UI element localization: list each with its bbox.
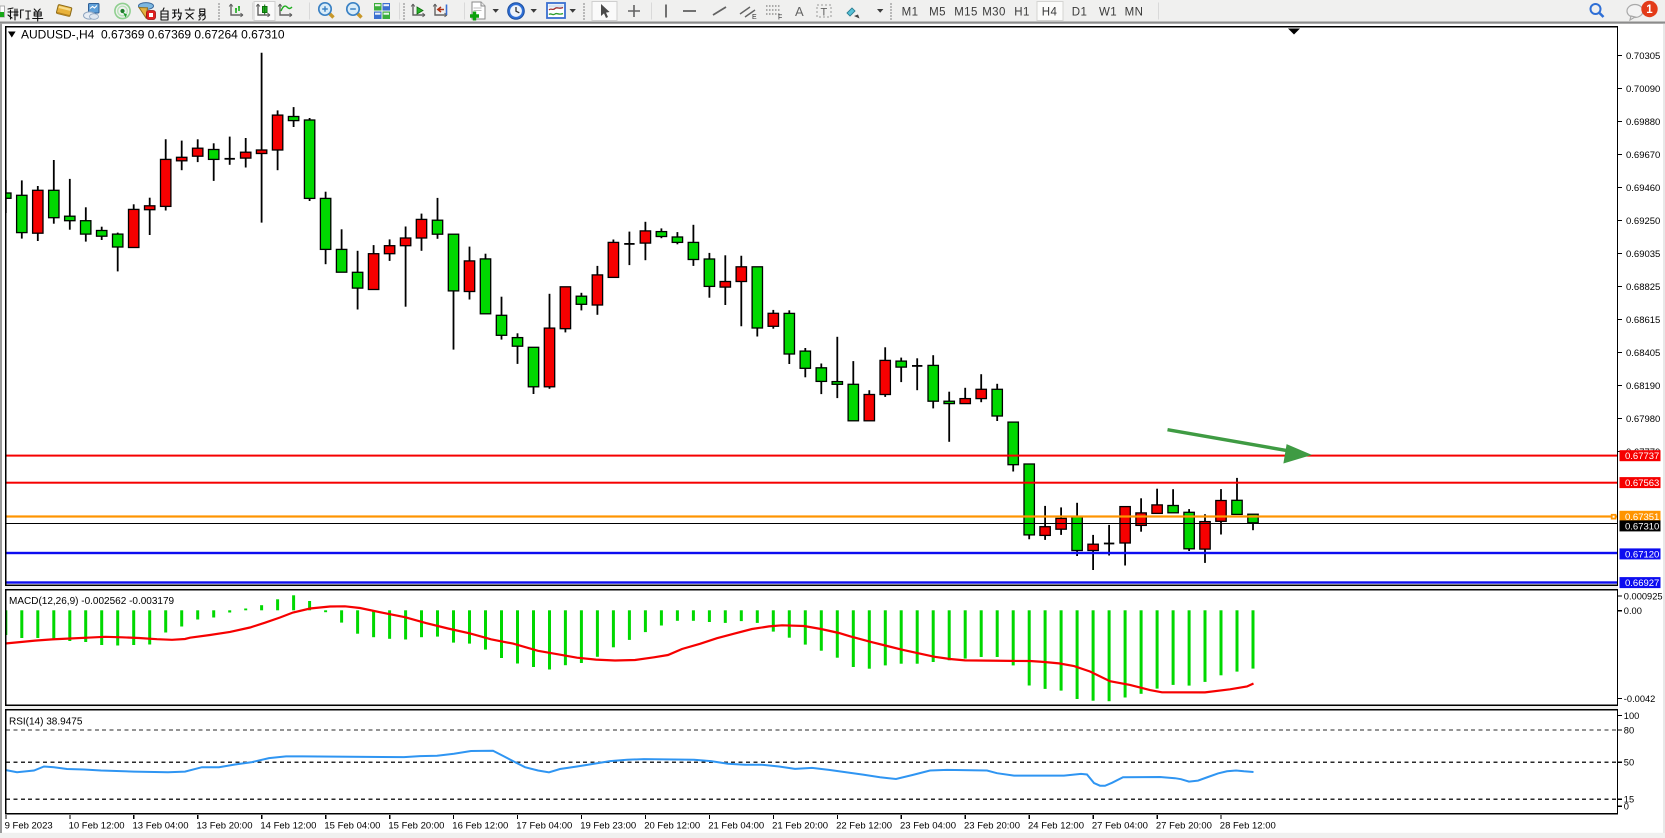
svg-text:0.000925: 0.000925	[1624, 591, 1663, 601]
svg-text:15: 15	[1624, 795, 1634, 805]
svg-text:50: 50	[1624, 758, 1634, 768]
svg-text:15 Feb 04:00: 15 Feb 04:00	[324, 821, 380, 832]
svg-text:22 Feb 12:00: 22 Feb 12:00	[836, 821, 892, 832]
svg-text:1: 1	[1646, 4, 1653, 16]
svg-text:9 Feb 2023: 9 Feb 2023	[5, 821, 53, 832]
svg-text:D1: D1	[1072, 7, 1088, 19]
svg-text:28 Feb 12:00: 28 Feb 12:00	[1220, 821, 1276, 832]
svg-text:E: E	[752, 14, 757, 21]
svg-text:13 Feb 20:00: 13 Feb 20:00	[197, 821, 253, 832]
svg-text:0.70090: 0.70090	[1626, 84, 1660, 95]
svg-text:14 Feb 12:00: 14 Feb 12:00	[260, 821, 316, 832]
svg-text:A: A	[795, 4, 804, 19]
svg-text:10 Feb 12:00: 10 Feb 12:00	[69, 821, 125, 832]
svg-text:0.69250: 0.69250	[1626, 216, 1660, 227]
svg-text:23 Feb 20:00: 23 Feb 20:00	[964, 821, 1020, 832]
svg-text:21 Feb 20:00: 21 Feb 20:00	[772, 821, 828, 832]
svg-text:M15: M15	[954, 7, 978, 19]
svg-text:27 Feb 04:00: 27 Feb 04:00	[1092, 821, 1148, 832]
svg-text:0.00: 0.00	[1624, 606, 1642, 616]
svg-text:0.68825: 0.68825	[1626, 282, 1660, 293]
svg-text:21 Feb 04:00: 21 Feb 04:00	[708, 821, 764, 832]
svg-text:0.70305: 0.70305	[1626, 51, 1660, 62]
svg-text:0.67310: 0.67310	[1625, 521, 1659, 532]
svg-text:19 Feb 23:00: 19 Feb 23:00	[580, 821, 636, 832]
svg-text:MN: MN	[1125, 7, 1144, 19]
svg-text:0.69670: 0.69670	[1626, 150, 1660, 161]
svg-text:M1: M1	[902, 7, 919, 19]
svg-text:27 Feb 20:00: 27 Feb 20:00	[1156, 821, 1212, 832]
svg-text:16 Feb 12:00: 16 Feb 12:00	[452, 821, 508, 832]
svg-text:-0.0042: -0.0042	[1624, 694, 1656, 704]
svg-text:H1: H1	[1014, 7, 1030, 19]
svg-text:H4: H4	[1042, 7, 1058, 19]
svg-text:23 Feb 04:00: 23 Feb 04:00	[900, 821, 956, 832]
svg-text:0.67563: 0.67563	[1625, 478, 1659, 489]
svg-text:0.68405: 0.68405	[1626, 348, 1660, 359]
svg-text:100: 100	[1624, 711, 1640, 721]
svg-text:RSI(14) 38.9475: RSI(14) 38.9475	[9, 717, 83, 728]
svg-text:0.67120: 0.67120	[1625, 549, 1659, 560]
svg-text:0.67351: 0.67351	[1625, 512, 1659, 523]
svg-text:W1: W1	[1099, 7, 1117, 19]
svg-text:M5: M5	[929, 7, 946, 19]
svg-text:80: 80	[1624, 726, 1634, 736]
svg-text:0.67737: 0.67737	[1625, 451, 1659, 462]
svg-text:17 Feb 04:00: 17 Feb 04:00	[516, 821, 572, 832]
svg-text:0: 0	[1624, 802, 1629, 812]
svg-text:0.66927: 0.66927	[1625, 578, 1659, 589]
svg-text:0.69035: 0.69035	[1626, 249, 1660, 260]
svg-text:M30: M30	[982, 7, 1006, 19]
svg-text:0.68615: 0.68615	[1626, 315, 1660, 326]
svg-text:0.67980: 0.67980	[1626, 414, 1660, 425]
svg-text:MACD(12,26,9) -0.002562 -0.003: MACD(12,26,9) -0.002562 -0.003179	[9, 596, 175, 607]
svg-text:24 Feb 12:00: 24 Feb 12:00	[1028, 821, 1084, 832]
svg-text:T: T	[821, 7, 828, 19]
svg-text:AUDUSD-,H4 0.67369 0.67369 0.: AUDUSD-,H4 0.67369 0.67369 0.67264 0.673…	[21, 28, 285, 42]
svg-text:20 Feb 12:00: 20 Feb 12:00	[644, 821, 700, 832]
svg-text:F: F	[778, 15, 782, 22]
svg-text:0.69880: 0.69880	[1626, 117, 1660, 128]
svg-text:13 Feb 04:00: 13 Feb 04:00	[133, 821, 189, 832]
svg-text:15 Feb 20:00: 15 Feb 20:00	[388, 821, 444, 832]
svg-text:0.68190: 0.68190	[1626, 381, 1660, 392]
svg-text:0.69460: 0.69460	[1626, 183, 1660, 194]
